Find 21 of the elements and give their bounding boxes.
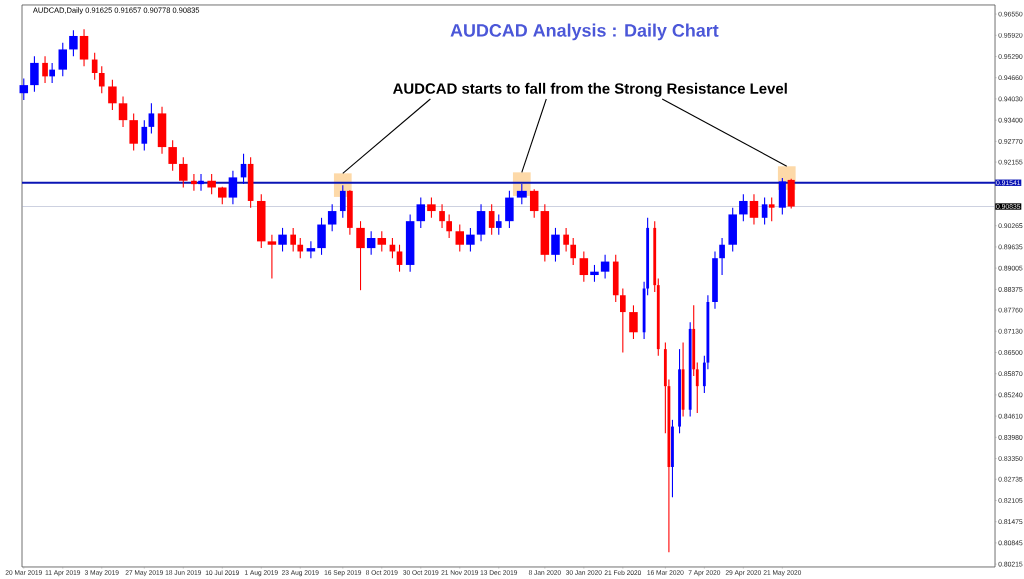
candlestick (466, 227, 475, 253)
candlestick (728, 207, 737, 253)
candlestick (356, 220, 365, 291)
candlestick (768, 197, 775, 222)
candlestick (168, 139, 177, 172)
candlestick (257, 193, 266, 249)
candlestick (427, 197, 436, 219)
candlestick (108, 79, 117, 111)
candlestick (179, 156, 188, 189)
candlestick (129, 112, 138, 151)
candlestick (317, 217, 326, 256)
candlestick (505, 190, 514, 229)
candlestick (739, 193, 748, 222)
annotation: AUDCAD starts to fall from the Strong Resistance Level (392, 82, 787, 97)
candlestick (30, 55, 39, 93)
candlestick (278, 227, 287, 253)
candlestick (69, 29, 78, 57)
candlestick (551, 227, 560, 263)
candlestick (629, 304, 638, 340)
candlestick (495, 213, 502, 236)
text: AUDCAD Analysis : Daily Chart (450, 23, 719, 41)
